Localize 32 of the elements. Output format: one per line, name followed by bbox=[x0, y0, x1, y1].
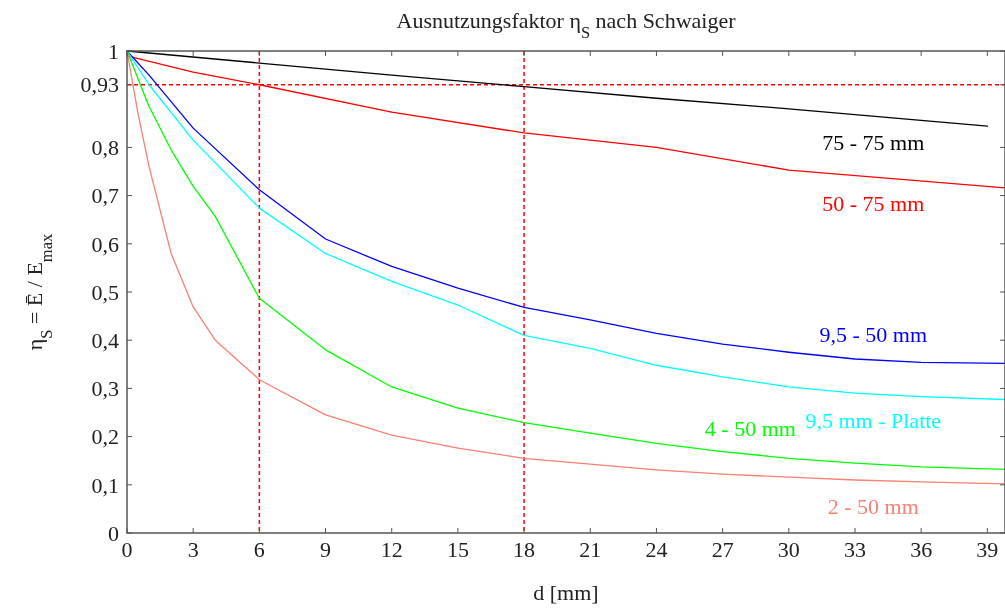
x-tick-label: 39 bbox=[976, 537, 999, 562]
x-tick-label: 36 bbox=[910, 537, 933, 562]
series-label: 50 - 75 mm bbox=[822, 190, 925, 216]
x-tick-label: 24 bbox=[645, 537, 668, 562]
chart-title: Ausnutzungsfaktor η$_{S}$ nach Schwaiger bbox=[396, 8, 737, 42]
y-tick-label: 0,7 bbox=[91, 183, 119, 209]
series-label: 4 - 50 mm bbox=[704, 416, 796, 442]
y-tick-label: 0,6 bbox=[91, 231, 119, 257]
x-tick-label: 15 bbox=[446, 537, 469, 562]
y-tick-label: 1 bbox=[108, 38, 119, 64]
x-tick-label: 27 bbox=[711, 537, 734, 562]
x-tick-label: 3 bbox=[187, 537, 199, 562]
y-tick-label: 0,8 bbox=[91, 135, 119, 161]
y-tick-label: 0,1 bbox=[91, 472, 119, 498]
x-tick-label: 30 bbox=[777, 537, 800, 562]
series-label: 9,5 - 50 mm bbox=[819, 321, 928, 347]
x-tick-label: 12 bbox=[380, 537, 403, 562]
series-label: 75 - 75 mm bbox=[822, 129, 925, 155]
y-tick-label: 0,3 bbox=[91, 376, 119, 402]
y-tick-label: 0,4 bbox=[91, 327, 119, 353]
y-tick-label: 0,2 bbox=[91, 424, 119, 450]
series-label: 2 - 50 mm bbox=[827, 494, 919, 520]
x-tick-label: 21 bbox=[579, 537, 602, 562]
x-axis-title: d [mm] bbox=[533, 580, 599, 605]
y-tick-label: 0 bbox=[108, 520, 119, 546]
x-tick-label: 6 bbox=[253, 537, 265, 562]
y-tick-label: 0,93 bbox=[80, 72, 119, 98]
x-tick-label: 9 bbox=[320, 537, 332, 562]
x-tick-label: 33 bbox=[843, 537, 866, 562]
y-tick-label: 0,5 bbox=[91, 279, 119, 305]
x-tick-label: 18 bbox=[513, 537, 536, 562]
series-label: 9,5 mm - Platte bbox=[805, 407, 942, 433]
